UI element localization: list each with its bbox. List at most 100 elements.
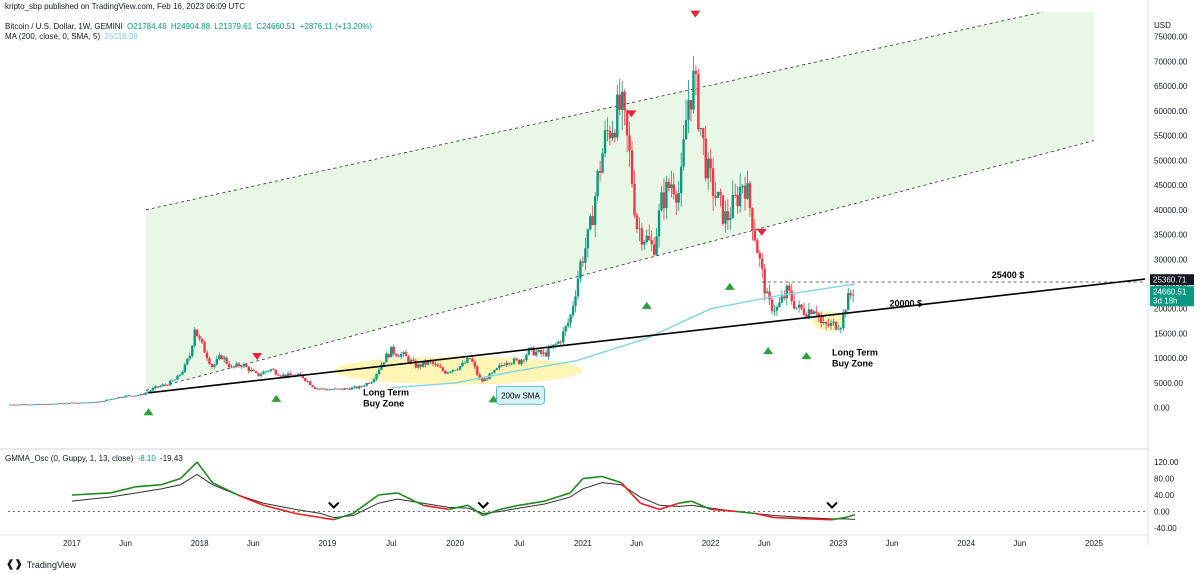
candle-body [439, 366, 442, 368]
candle-body [598, 170, 602, 173]
candle-body [191, 345, 194, 356]
candle-body [240, 366, 243, 367]
candle-body [429, 361, 432, 362]
candle-body [350, 387, 354, 390]
candle-body [46, 403, 49, 405]
candle-body [714, 196, 717, 198]
candle-body [611, 132, 614, 139]
candle-body [758, 252, 761, 259]
candle-body [213, 364, 216, 367]
candle-body [797, 304, 801, 308]
time-tick-label: Jun [247, 539, 260, 548]
candle-body [31, 404, 34, 406]
time-tick-label: Jun [630, 539, 643, 548]
candle-body [272, 369, 275, 370]
candle-body [689, 100, 693, 110]
osc-fast-segment [659, 502, 679, 511]
candle-body [296, 373, 300, 376]
candle-body [581, 261, 585, 263]
candle-body [215, 358, 219, 365]
candle-body [149, 390, 152, 392]
candle-body [785, 285, 789, 299]
candle-body [176, 375, 179, 380]
candle-body [702, 128, 705, 139]
candle-body [679, 166, 683, 194]
candle-body [655, 236, 658, 255]
tradingview-logo[interactable]: ❰❱ TradingView [6, 559, 76, 570]
candle-body [151, 388, 155, 391]
candle-body [41, 404, 44, 405]
osc-tick-label: 120.00 [1154, 458, 1179, 467]
candle-body [650, 239, 653, 245]
channel-fill [145, 12, 1094, 391]
candle-body [505, 363, 508, 366]
candle-body [308, 381, 312, 386]
buy-signal-marker [641, 301, 652, 309]
candle-body [788, 285, 791, 291]
osc-fast-segment [640, 502, 660, 511]
candle-body [367, 383, 371, 384]
candle-body [741, 185, 744, 188]
candle-body [9, 404, 12, 406]
candle-body [800, 304, 803, 309]
candle-body [645, 235, 648, 242]
candle-body [146, 391, 150, 393]
candle-body [512, 358, 516, 364]
sell-signal-marker [252, 353, 263, 361]
ma-label[interactable]: MA (200, close, 0, SMA, 5) [5, 32, 101, 41]
candle-body [137, 395, 140, 396]
price-tick-label: 75000.00 [1154, 33, 1188, 42]
symbol-info: Bitcoin / U.S. Dollar, 1W, GEMINI O21784… [5, 22, 374, 31]
candle-body [394, 353, 398, 356]
candle-body [542, 352, 545, 354]
channel-lower-line [145, 140, 1095, 391]
level-20000-label: 20000 $ [889, 299, 922, 309]
candle-body [78, 402, 81, 404]
candle-body [200, 338, 204, 343]
candle-body [571, 305, 575, 316]
candle-body [539, 349, 543, 354]
candle-body [657, 210, 661, 237]
symbol-name[interactable]: Bitcoin / U.S. Dollar, 1W, GEMINI [5, 22, 123, 31]
candle-body [434, 363, 437, 365]
candle-body [451, 369, 454, 372]
candle-body [729, 217, 732, 221]
osc-fast-segment [212, 481, 239, 496]
candle-body [53, 403, 56, 405]
candle-body [73, 402, 76, 404]
osc-fast-segment [678, 500, 692, 505]
candle-body [242, 364, 246, 367]
candle-body [431, 361, 435, 364]
candle-body [731, 194, 734, 218]
candle-body [264, 371, 268, 373]
buy-signal-marker [143, 408, 154, 416]
candle-body [711, 168, 715, 197]
candle-body [763, 268, 766, 294]
buy-signal-marker [763, 346, 774, 354]
change-value: +2876.11 (+13.20%) [299, 22, 373, 31]
osc-label[interactable]: GMMA_Osc (0, Guppy, 1, 13, close) [5, 454, 134, 463]
candle-body [842, 312, 845, 329]
buy-signal-marker [271, 394, 282, 402]
candle-body [105, 399, 108, 402]
osc-fast-segment [582, 475, 603, 480]
candle-body [532, 347, 535, 356]
candle-body [109, 399, 113, 400]
candle-body [107, 399, 110, 401]
candle-body [132, 395, 135, 397]
candle-body [33, 404, 37, 406]
buy-zone-label: Long Term [363, 387, 409, 397]
candle-body [247, 366, 250, 372]
candle-body [544, 352, 548, 357]
buy-zone-label: Buy Zone [832, 359, 873, 369]
osc-fast-segment [499, 504, 520, 511]
candle-body [316, 388, 319, 390]
candle-body [704, 138, 707, 179]
candle-body [648, 235, 651, 240]
candle-body [11, 404, 15, 406]
candle-body [299, 373, 302, 376]
candle-body [849, 293, 852, 296]
osc-fast-segment [601, 475, 622, 484]
candle-body [36, 404, 39, 405]
